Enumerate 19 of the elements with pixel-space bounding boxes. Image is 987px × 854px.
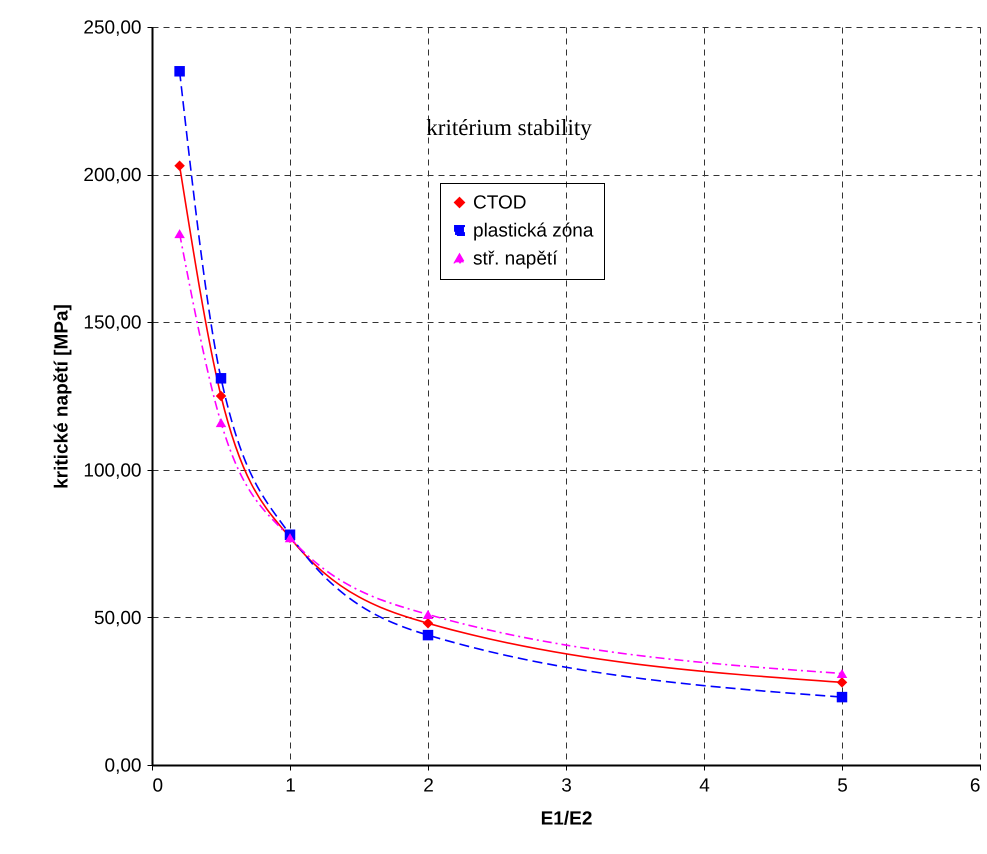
legend-label: CTOD <box>473 192 526 214</box>
x-tick-label: 6 <box>970 776 980 796</box>
legend-label: plastická zóna <box>473 220 594 242</box>
y-tick-label: 100,00 <box>83 460 142 482</box>
y-tick-label: 150,00 <box>83 312 142 334</box>
y-axis-title: kritické napětí [MPa] <box>51 304 72 489</box>
y-tick-label: 50,00 <box>94 608 142 629</box>
x-tick-label: 0 <box>152 776 164 796</box>
x-tick-label: 1 <box>285 776 296 796</box>
legend-label: stř. napětí <box>473 248 558 270</box>
y-tick-label: 0,00 <box>104 756 142 776</box>
x-tick-label: 5 <box>837 776 848 796</box>
y-tick-label: 200,00 <box>83 165 142 186</box>
x-tick-label: 2 <box>423 776 434 796</box>
x-axis-title: E1/E2 <box>540 808 592 830</box>
y-tick-label: 250,00 <box>83 18 142 38</box>
x-tick-label: 4 <box>699 776 710 796</box>
x-tick-label: 3 <box>561 776 572 796</box>
annotation: kritérium stability <box>426 115 592 140</box>
